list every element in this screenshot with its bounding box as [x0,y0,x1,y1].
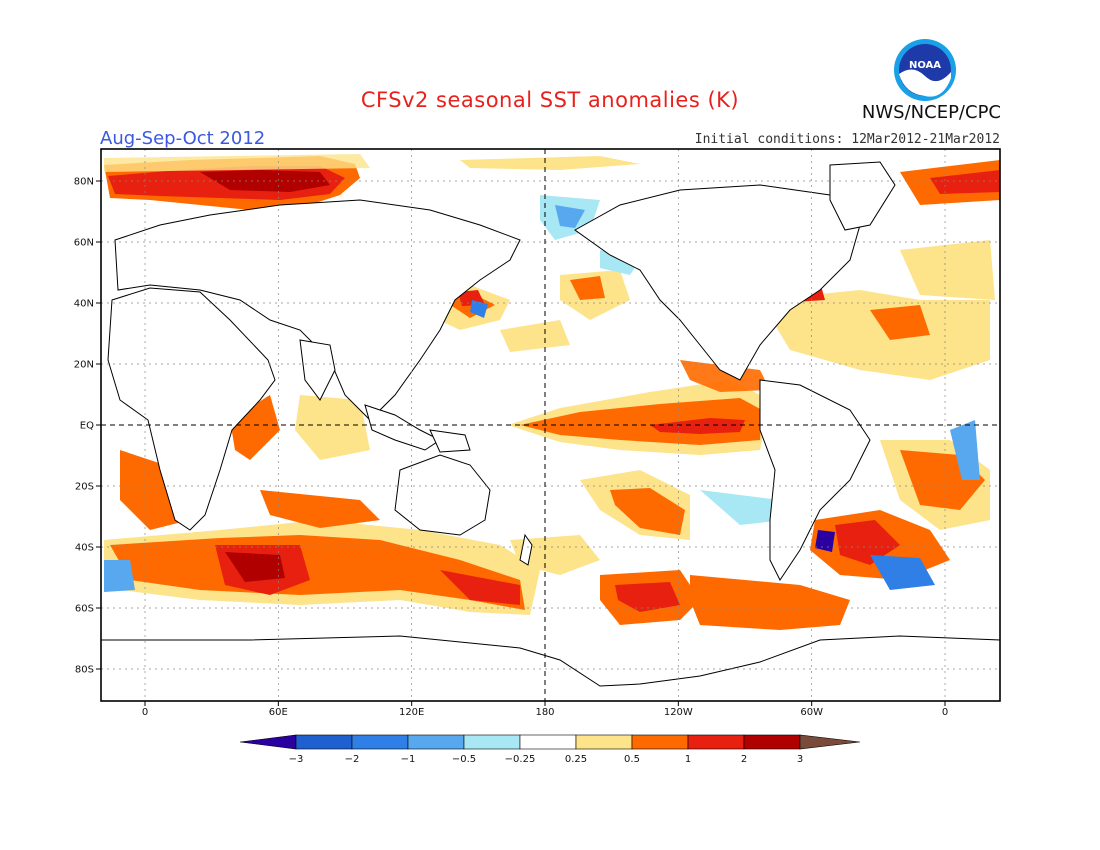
latitude-label: 40S [75,543,94,554]
colorbar-label: −2 [345,754,360,765]
latitude-label: 40N [74,299,94,310]
colorbar-label: 3 [797,754,803,765]
colorbar-label: 2 [741,754,747,765]
longitude-label: 180 [535,707,554,718]
longitude-labels: 0 60E 120E 180 120W 60W 0 [142,701,948,718]
longitude-label: 120E [399,707,424,718]
colorbar-label: −3 [289,754,304,765]
latitude-label: 80S [75,665,94,676]
colorbar-label: −0.5 [452,754,476,765]
latitude-label: EQ [80,421,94,432]
noaa-logo-text: NOAA [909,60,941,71]
latitude-label: 60N [74,238,94,249]
noaa-logo: NOAA [894,39,956,101]
latitude-label: 20S [75,482,94,493]
colorbar-swatch [351,734,409,750]
colorbar-swatch [743,734,801,750]
colorbar-arrow-low [239,734,297,750]
colorbar: −3 −2 −1 −0.5 −0.25 0.25 0.5 1 2 3 [239,734,861,765]
anomaly-fields [104,154,1000,630]
latitude-label: 60S [75,604,94,615]
longitude-label: 0 [942,707,948,718]
initial-conditions: Initial conditions: 12Mar2012-21Mar2012 [694,132,1000,147]
longitude-label: 60W [800,707,823,718]
latitude-label: 80N [74,177,94,188]
longitude-label: 120W [664,707,693,718]
colorbar-swatch [463,734,521,750]
colorbar-arrow-high [799,734,861,750]
longitude-label: 0 [142,707,148,718]
longitude-label: 60E [269,707,288,718]
map-frame [100,148,1001,702]
coastlines [100,161,1001,702]
latitude-labels: 80N 60N 40N 20N EQ 20S 40S 60S 80S [74,177,101,676]
colorbar-swatch [519,734,577,750]
colorbar-label: 0.5 [624,754,640,765]
colorbar-label: 0.25 [565,754,587,765]
forecast-period: Aug-Sep-Oct 2012 [100,128,266,149]
colorbar-label: 1 [685,754,691,765]
colorbar-label: −0.25 [505,754,536,765]
colorbar-swatch [295,734,353,750]
graticule [101,149,1000,701]
colorbar-label: −1 [401,754,416,765]
colorbar-swatch [407,734,465,750]
chart-title: CFSv2 seasonal SST anomalies (K) [360,88,740,112]
colorbar-swatch [575,734,633,750]
colorbar-swatch [687,734,745,750]
colorbar-swatch [631,734,689,750]
agency-label: NWS/NCEP/CPC [861,102,1001,123]
latitude-label: 20N [74,360,94,371]
